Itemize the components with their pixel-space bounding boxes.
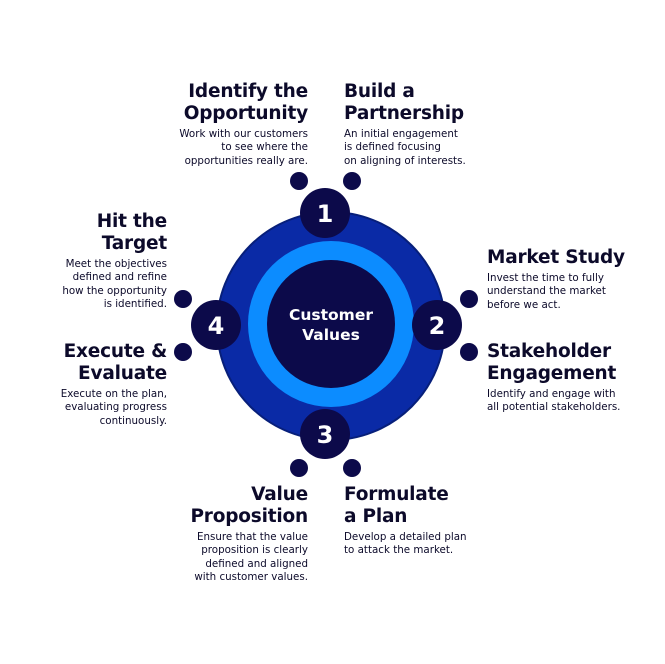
step-execute-desc: Execute on the plan, evaluating progress… — [60, 388, 167, 427]
step-stakeholder-desc: Identify and engage with all potential s… — [487, 388, 621, 414]
step-market-title: Market Study — [487, 247, 625, 268]
center-circle — [267, 260, 395, 388]
step-partnership: Build a Partnership An initial engagemen… — [344, 81, 524, 168]
step-identify-title: Identify the Opportunity — [183, 81, 308, 124]
step-partnership-desc: An initial engagement is defined focusin… — [344, 128, 466, 167]
step-stakeholder-title: Stakeholder Engagement — [487, 341, 617, 384]
step-stakeholder: Stakeholder Engagement Identify and enga… — [487, 341, 657, 415]
step-value: Value Proposition Ensure that the value … — [128, 484, 308, 585]
dot-formulate — [343, 459, 361, 477]
step-target: Hit the Target Meet the objectives defin… — [2, 211, 167, 312]
step-target-desc: Meet the objectives defined and refine h… — [62, 258, 167, 311]
step-formulate-desc: Develop a detailed plan to attack the ma… — [344, 531, 467, 557]
step-formulate-title: Formulate a Plan — [344, 484, 449, 527]
node-2-number: 2 — [429, 312, 446, 340]
dot-stakeholder — [460, 343, 478, 361]
step-formulate: Formulate a Plan Develop a detailed plan… — [344, 484, 524, 558]
step-identify: Identify the Opportunity Work with our c… — [128, 81, 308, 168]
dot-partnership — [343, 172, 361, 190]
step-execute: Execute & Evaluate Execute on the plan, … — [2, 341, 167, 428]
center-label-line1: Customer — [289, 306, 373, 324]
center-label-line2: Values — [302, 326, 360, 344]
node-3-circle — [300, 409, 350, 459]
node-3-number: 3 — [317, 421, 334, 449]
dot-value — [290, 459, 308, 477]
step-value-title: Value Proposition — [190, 484, 308, 527]
dot-target — [174, 290, 192, 308]
step-market: Market Study Invest the time to fully un… — [487, 247, 657, 312]
dot-market — [460, 290, 478, 308]
node-4-circle — [191, 300, 241, 350]
step-execute-title: Execute & Evaluate — [63, 341, 168, 384]
step-value-desc: Ensure that the value proposition is cle… — [194, 531, 308, 584]
node-2-circle — [412, 300, 462, 350]
node-1-number: 1 — [317, 200, 334, 228]
dot-execute — [174, 343, 192, 361]
node-1-circle — [300, 188, 350, 238]
dot-identify — [290, 172, 308, 190]
step-partnership-title: Build a Partnership — [344, 81, 464, 124]
step-identify-desc: Work with our customers to see where the… — [179, 128, 308, 167]
step-target-title: Hit the Target — [96, 211, 167, 254]
node-4-number: 4 — [208, 312, 225, 340]
step-market-desc: Invest the time to fully understand the … — [487, 272, 606, 311]
